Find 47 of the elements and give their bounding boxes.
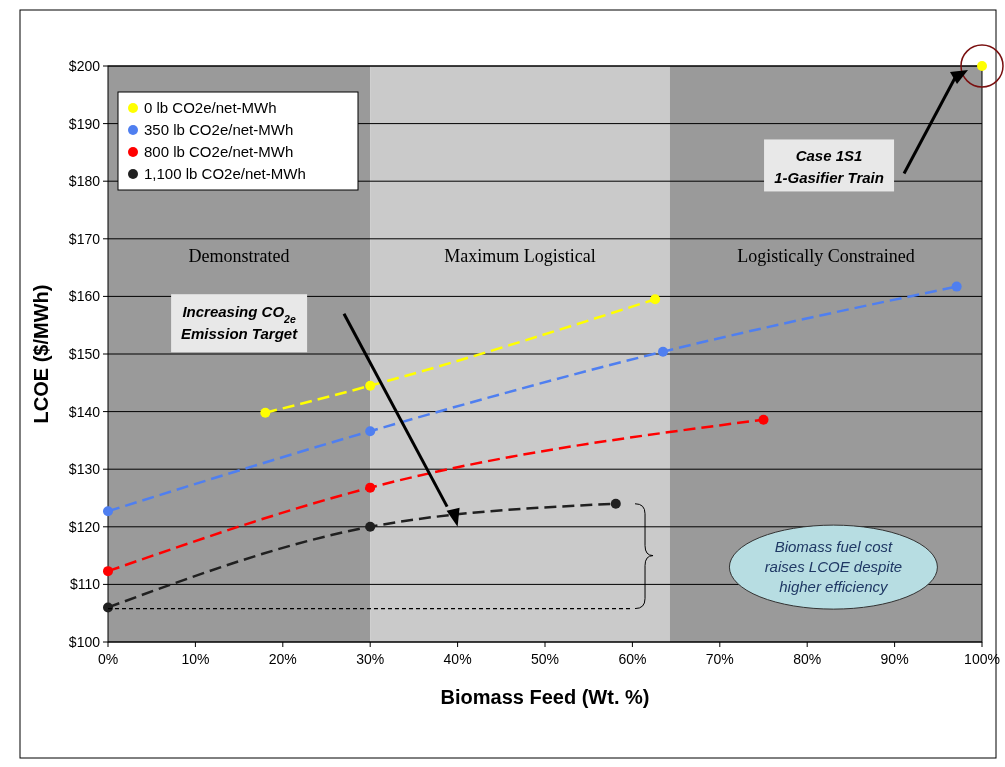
y-tick-label: $120 bbox=[68, 518, 101, 535]
x-tick-label: 30% bbox=[356, 651, 385, 667]
x-axis-title: Biomass Feed (Wt. %) bbox=[440, 686, 650, 708]
point bbox=[650, 294, 661, 305]
legend-label: 0 lb CO2e/net-MWh bbox=[144, 99, 277, 116]
x-tick-label: 100% bbox=[964, 651, 1000, 667]
y-tick-label: $190 bbox=[68, 115, 101, 132]
x-tick-label: 40% bbox=[443, 651, 472, 667]
band-label: Demonstrated bbox=[188, 245, 290, 266]
y-tick-label: $140 bbox=[68, 403, 101, 420]
y-tick-label: $150 bbox=[68, 346, 101, 362]
y-tick-label: $100 bbox=[68, 634, 101, 650]
point bbox=[103, 602, 113, 613]
y-tick-label: $110 bbox=[69, 576, 101, 593]
y-tick-label: $200 bbox=[68, 58, 101, 74]
x-tick-label: 0% bbox=[97, 651, 119, 667]
point bbox=[365, 482, 376, 493]
point bbox=[758, 414, 769, 425]
point bbox=[365, 380, 376, 391]
x-tick-label: 50% bbox=[530, 651, 560, 667]
x-tick-label: 60% bbox=[618, 651, 647, 667]
y-tick-label: $180 bbox=[68, 173, 101, 190]
legend-label: 350 lb CO2e/net-MWh bbox=[144, 121, 294, 138]
point bbox=[103, 566, 113, 577]
annotation: Case 1S1 1-Gasifier Train bbox=[774, 147, 884, 187]
point bbox=[951, 281, 962, 292]
point bbox=[103, 506, 113, 517]
legend-label: 800 lb CO2e/net-MWh bbox=[144, 143, 294, 160]
point bbox=[365, 521, 376, 532]
annotation: Increasing CO$_{2e}$ Emission Target bbox=[181, 303, 299, 343]
band-label: Maximum Logistical bbox=[444, 245, 596, 266]
y-tick-label: $160 bbox=[68, 288, 101, 305]
point bbox=[365, 426, 376, 437]
point bbox=[260, 407, 271, 418]
annotation: Biomass fuel cost raises LCOE despite higher efficiency bbox=[764, 538, 903, 596]
y-tick-label: $170 bbox=[68, 230, 101, 247]
x-tick-label: 20% bbox=[268, 651, 297, 667]
x-tick-label: 10% bbox=[181, 651, 210, 667]
band-label: Logistically Constrained bbox=[737, 245, 915, 266]
legend-label: 1,100 lb CO2e/net-MWh bbox=[144, 165, 306, 182]
x-tick-label: 80% bbox=[793, 651, 822, 667]
point bbox=[657, 346, 668, 357]
y-tick-label: $130 bbox=[68, 461, 101, 478]
x-tick-label: 70% bbox=[705, 651, 734, 667]
y-axis-title: LCOE ($/MWh) bbox=[30, 284, 52, 424]
x-tick-label: 90% bbox=[880, 651, 909, 667]
point bbox=[610, 498, 621, 509]
